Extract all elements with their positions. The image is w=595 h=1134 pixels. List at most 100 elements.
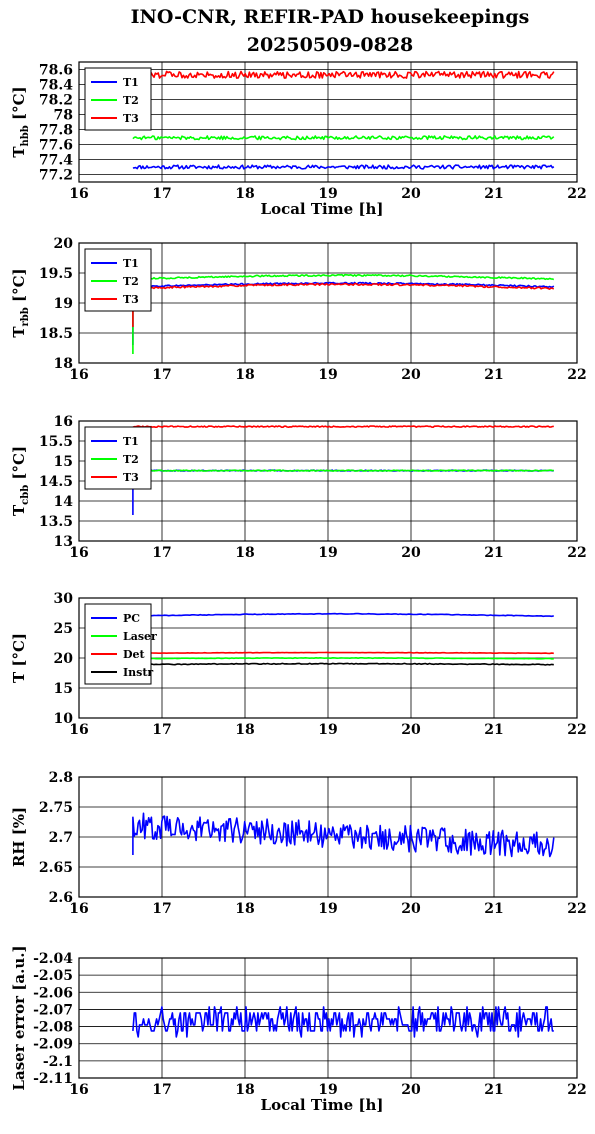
legend-label: Instr [123,666,153,679]
figure-title-line2: 20250509-0828 [247,34,414,56]
xlabel-panel-1: Local Time [h] [261,200,384,218]
series-line-data [132,812,555,858]
x-tick-label: 19 [318,901,337,917]
y-tick-label: -2.05 [33,968,73,984]
x-tick-label: 22 [567,1082,586,1098]
x-tick-label: 20 [401,186,421,202]
plot-frame-3 [78,420,578,542]
y-tick-label: 30 [54,591,74,607]
y-tick-label: 78 [54,108,73,124]
plot-frame-1 [78,61,578,183]
x-tick-label: 19 [318,367,337,383]
y-tick-label: 19.5 [39,266,73,282]
ylabel-panel-6: Laser error [a.u.] [10,945,28,1090]
legend-label: T2 [123,94,139,107]
series-line-laser [132,657,554,660]
x-tick-label: 19 [318,722,337,738]
x-tick-label: 17 [152,901,171,917]
y-tick-label: 77.6 [39,138,73,154]
ylabel-panel-5: RH [%] [10,807,28,867]
x-tick-label: 20 [401,367,421,383]
legend-panel-4: PC Laser Det Instr [84,603,157,685]
plot-frame-5 [78,776,578,898]
y-tick-label: 77.4 [39,153,73,169]
x-tick-label: 16 [69,186,88,202]
ylabel-panel-3: Tcbb [°C] [10,446,31,516]
legend-panel-3: T1 T2 T3 [84,426,152,490]
y-tick-label: 78.2 [39,93,73,109]
legend-label: PC [123,612,140,625]
series-line-t2 [132,135,555,141]
y-tick-label: 25 [54,621,73,637]
x-tick-label: 17 [152,545,171,561]
series-line-t3 [132,425,554,428]
y-tick-label: 2.6 [49,890,73,906]
legend-label: T3 [123,471,139,484]
y-tick-label: -2.1 [43,1054,73,1070]
ylabel-panel-4: T [°C] [10,633,28,683]
x-tick-label: 16 [69,367,88,383]
legend-label: T3 [123,112,139,125]
ylabel-panel-2: Trbb [°C] [10,268,31,337]
x-tick-label: 16 [69,545,88,561]
y-tick-label: 78.4 [39,78,73,94]
x-tick-label: 16 [69,1082,88,1098]
series-line-t3 [132,282,555,327]
x-tick-label: 21 [484,901,503,917]
x-tick-label: 21 [484,186,503,202]
legend-label: T1 [123,435,139,448]
y-tick-label: -2.08 [33,1020,73,1036]
x-tick-label: 18 [235,722,254,738]
y-tick-label: 10 [54,711,74,727]
y-tick-label: 15 [54,681,73,697]
y-tick-label: -2.04 [33,951,73,967]
y-tick-label: 2.7 [49,830,73,846]
figure-title-line1: INO-CNR, REFIR-PAD housekeepings [131,6,530,28]
x-tick-label: 22 [567,545,586,561]
plot-frame-2 [78,242,578,364]
y-tick-label: 77.2 [39,168,73,184]
y-tick-label: 18 [54,356,73,372]
series-line-t2 [132,273,555,354]
y-tick-label: 15 [54,454,73,470]
x-tick-label: 19 [318,545,337,561]
y-tick-label: 20 [54,651,74,667]
y-tick-label: 14 [54,494,74,510]
x-tick-label: 18 [235,186,254,202]
y-tick-label: 15.5 [39,434,73,450]
x-tick-label: 21 [484,722,503,738]
x-tick-label: 22 [567,901,586,917]
series-line-data [132,1006,554,1038]
x-tick-label: 22 [567,722,586,738]
x-tick-label: 17 [152,186,171,202]
x-tick-label: 19 [318,1082,337,1098]
y-tick-label: -2.06 [33,985,73,1001]
legend-panel-2: T1 T2 T3 [84,248,152,312]
y-tick-label: 2.8 [49,770,73,786]
y-tick-label: 78.6 [39,63,73,79]
panel-5: 2.8 2.75 2.7 2.65 2.616 17 18 19 20 21 22 RH [%] [10,770,587,917]
legend-panel-1: T1 T2 T3 [84,67,152,131]
x-tick-label: 17 [152,367,171,383]
y-tick-label: 2.65 [39,860,73,876]
x-tick-label: 20 [401,722,421,738]
y-tick-label: 18.5 [39,326,73,342]
x-tick-label: 16 [69,722,88,738]
series-line-t1 [132,164,555,170]
y-tick-label: -2.09 [33,1037,73,1053]
y-tick-label: 14.5 [39,474,73,490]
x-tick-label: 22 [567,186,586,202]
xlabel-panel-6: Local Time [h] [261,1096,384,1114]
ylabel-panel-1: Thbb [°C] [10,86,31,157]
x-tick-label: 17 [152,1082,171,1098]
x-tick-label: 18 [235,901,254,917]
y-tick-label: 16 [54,414,73,430]
x-tick-label: 20 [401,901,421,917]
x-tick-label: 22 [567,367,586,383]
series-line-t1 [132,281,555,345]
